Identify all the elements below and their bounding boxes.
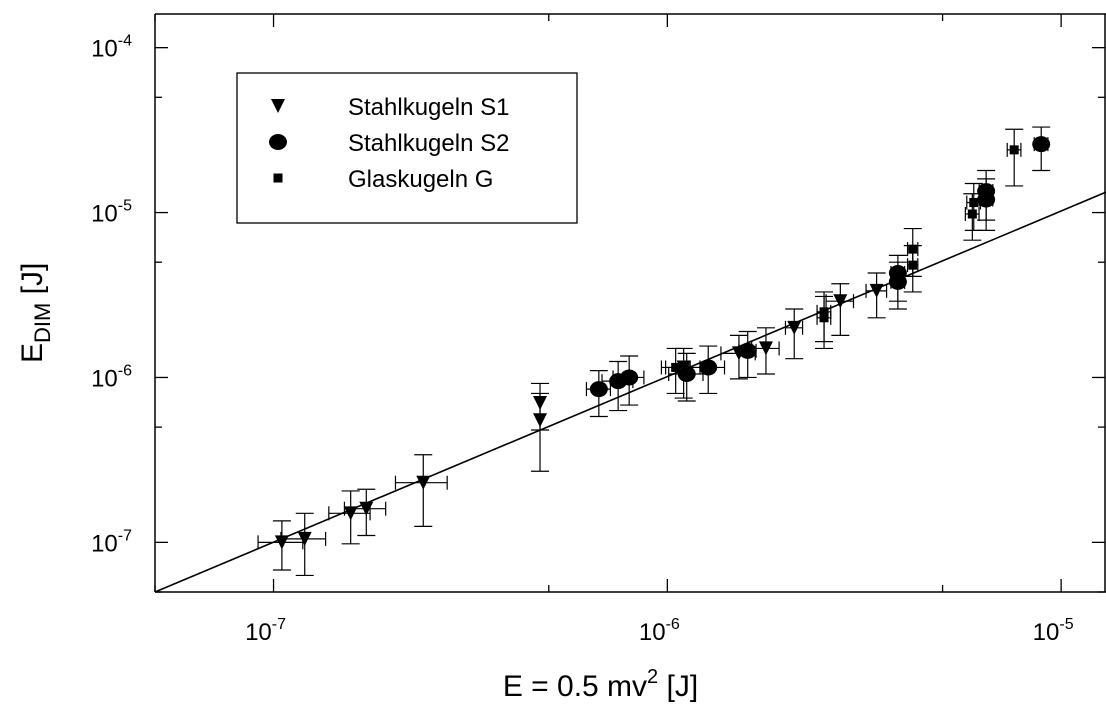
data-point-circle bbox=[589, 381, 608, 398]
x-axis-title: E = 0.5 mv2 [J] bbox=[503, 666, 698, 703]
data-point-square bbox=[1009, 145, 1019, 155]
data-point-triangle bbox=[343, 506, 358, 521]
x-axis-title-sup: 2 bbox=[647, 666, 658, 688]
x-tick-exponent: -6 bbox=[666, 616, 680, 633]
data-point-circle bbox=[677, 365, 696, 382]
data-point-square bbox=[967, 209, 977, 219]
tick-layer: 10-7 10-6 10-510-710-610-510-4 bbox=[91, 14, 1105, 646]
x-tick-exponent: -7 bbox=[272, 616, 286, 633]
data-point-triangle bbox=[416, 475, 431, 490]
fit-line-layer bbox=[154, 191, 1106, 593]
data-point-square bbox=[671, 362, 681, 372]
data-point-circle bbox=[738, 342, 757, 359]
y-tick-exponent: -5 bbox=[118, 198, 132, 215]
plot-frame-layer bbox=[154, 13, 1106, 593]
y-tick-mantissa: 10 bbox=[91, 201, 118, 228]
x-tick-exponent: -5 bbox=[1059, 616, 1073, 633]
legend: Stahlkugeln S1 Stahlkugeln S2 Glaskugeln G bbox=[236, 72, 578, 224]
data-point-triangle bbox=[533, 396, 548, 411]
data-point-triangle bbox=[833, 294, 848, 309]
y-tick-mantissa: 10 bbox=[91, 530, 118, 557]
x-tick-mantissa: 10 bbox=[1033, 619, 1060, 646]
data-point-square bbox=[273, 173, 283, 183]
data-point-circle bbox=[699, 359, 718, 376]
y-axis-title-sub: DIM bbox=[30, 303, 55, 343]
data-point-circle bbox=[269, 134, 287, 150]
y-axis-title-base: E bbox=[16, 343, 49, 363]
legend-label: Stahlkugeln S2 bbox=[348, 130, 509, 157]
legend-box bbox=[236, 72, 578, 224]
x-tick-label: 10-7 bbox=[245, 616, 286, 646]
x-axis-title-base: E = 0.5 mv bbox=[503, 670, 647, 703]
data-point-triangle bbox=[533, 413, 548, 428]
data-point-triangle bbox=[297, 531, 312, 546]
data-point-square bbox=[969, 198, 979, 208]
y-tick-label: 10-7 bbox=[91, 527, 132, 557]
x-tick-mantissa: 10 bbox=[245, 619, 272, 646]
data-point-triangle bbox=[787, 320, 802, 335]
data-point-circle bbox=[888, 265, 907, 282]
y-tick-exponent: -7 bbox=[118, 527, 132, 544]
x-tick-label: 10-5 bbox=[1033, 616, 1074, 646]
data-point-circle bbox=[977, 183, 996, 200]
data-point-triangle bbox=[271, 99, 285, 113]
y-tick-label: 10-4 bbox=[91, 33, 132, 63]
y-axis-title-unit: [J] bbox=[16, 263, 49, 303]
legend-label: Stahlkugeln S1 bbox=[348, 94, 509, 121]
data-point-triangle bbox=[758, 341, 773, 356]
data-point-circle bbox=[620, 369, 639, 386]
y-tick-mantissa: 10 bbox=[91, 36, 118, 63]
data-point-square bbox=[819, 313, 829, 323]
y-tick-label: 10-5 bbox=[91, 198, 132, 228]
y-tick-label: 10-6 bbox=[91, 362, 132, 392]
axis-titles: E = 0.5 mv2 [J] EDIM [J] bbox=[16, 263, 698, 703]
data-point-square bbox=[819, 307, 829, 317]
data-point-triangle bbox=[359, 501, 374, 516]
x-axis-title-unit: [J] bbox=[658, 670, 698, 703]
data-point-square bbox=[908, 244, 918, 254]
data-point-circle bbox=[1032, 136, 1051, 153]
x-tick-mantissa: 10 bbox=[639, 619, 666, 646]
data-point-square bbox=[908, 260, 918, 270]
x-tick-label: 10-6 bbox=[639, 616, 680, 646]
data-point-triangle bbox=[869, 283, 884, 298]
data-point-layer bbox=[274, 136, 1051, 550]
y-tick-exponent: -4 bbox=[118, 33, 132, 50]
y-axis-title: EDIM [J] bbox=[16, 263, 55, 363]
y-tick-mantissa: 10 bbox=[91, 365, 118, 392]
legend-label: Glaskugeln G bbox=[348, 166, 493, 193]
fit-line bbox=[154, 191, 1106, 593]
data-point-triangle bbox=[274, 535, 289, 550]
y-tick-exponent: -6 bbox=[118, 362, 132, 379]
